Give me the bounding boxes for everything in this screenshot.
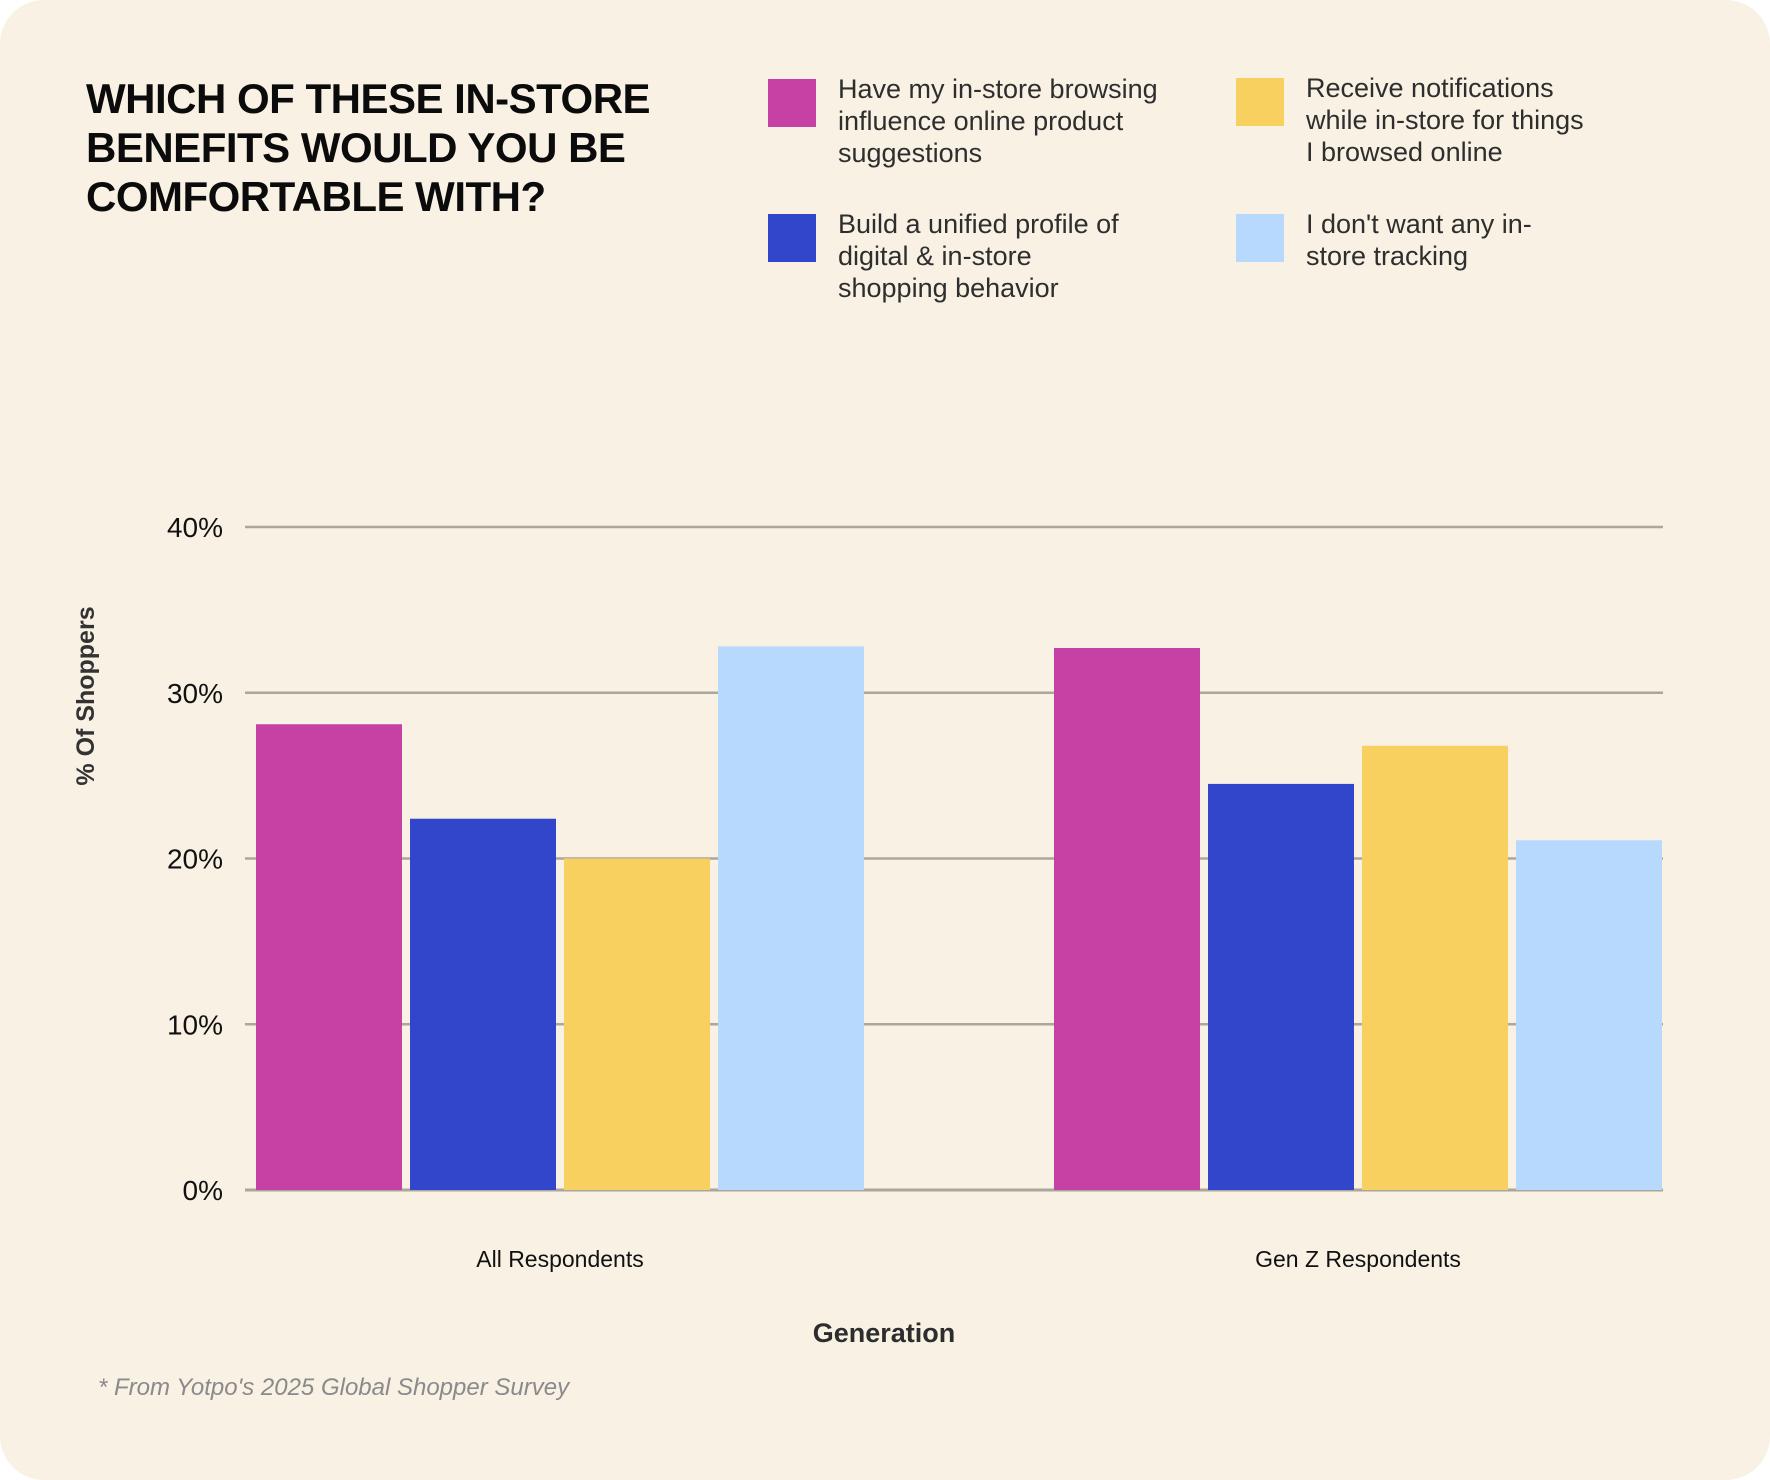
legend-swatch: [1236, 78, 1284, 126]
legend-label: Build a unified profile of digital & in-…: [838, 208, 1228, 304]
legend-label: Receive notifications while in-store for…: [1306, 72, 1696, 168]
bars: [256, 646, 1662, 1190]
x-category-label: Gen Z Respondents: [1255, 1246, 1461, 1272]
legend-label-line: store tracking: [1306, 241, 1469, 271]
legend-label: I don't want any in- store tracking: [1306, 208, 1696, 272]
y-axis-label: % Of Shoppers: [72, 606, 100, 785]
legend-swatch: [768, 79, 816, 127]
legend-label-line: I browsed online: [1306, 137, 1503, 167]
bar: [564, 858, 710, 1190]
legend-label-line: shopping behavior: [838, 273, 1059, 303]
bar: [1362, 745, 1508, 1190]
x-category-labels: All Respondents Gen Z Respondents: [476, 1246, 1461, 1272]
bar: [718, 646, 864, 1190]
legend-label-line: Have my in-store browsing: [838, 74, 1158, 104]
y-tick-label: 10%: [167, 1009, 223, 1040]
bar: [1054, 647, 1200, 1190]
y-tick-label: 40%: [167, 512, 223, 543]
legend-label-line: Build a unified profile of: [838, 209, 1119, 239]
y-tick-labels: 0% 10% 20% 30% 40%: [167, 512, 223, 1206]
legend-label-line: while in-store for things: [1306, 105, 1584, 135]
y-tick-label: 30%: [167, 678, 223, 709]
legend-label-line: Receive notifications: [1306, 73, 1554, 103]
x-category-label: All Respondents: [476, 1246, 644, 1272]
bar: [1208, 783, 1354, 1190]
legend-label: Have my in-store browsing influence onli…: [838, 73, 1228, 169]
x-axis-label: Generation: [813, 1318, 956, 1348]
title-line: BENEFITS WOULD YOU BE: [86, 124, 626, 171]
legend-label-line: I don't want any in-: [1306, 209, 1532, 239]
y-tick-label: 0%: [183, 1175, 223, 1206]
legend-swatch: [768, 214, 816, 262]
legend-label-line: influence online product: [838, 106, 1124, 136]
title-line: WHICH OF THESE IN-STORE: [86, 75, 651, 122]
legend-label-line: digital & in-store: [838, 241, 1032, 271]
source-footnote: * From Yotpo's 2025 Global Shopper Surve…: [98, 1374, 570, 1401]
y-tick-label: 20%: [167, 844, 223, 875]
title-line: COMFORTABLE WITH?: [86, 173, 546, 220]
chart-title: WHICH OF THESE IN-STORE BENEFITS WOULD Y…: [86, 74, 726, 221]
bar: [410, 818, 556, 1190]
bar: [256, 724, 402, 1190]
legend-label-line: suggestions: [838, 138, 983, 168]
bar: [1516, 840, 1662, 1190]
legend-swatch: [1236, 214, 1284, 262]
